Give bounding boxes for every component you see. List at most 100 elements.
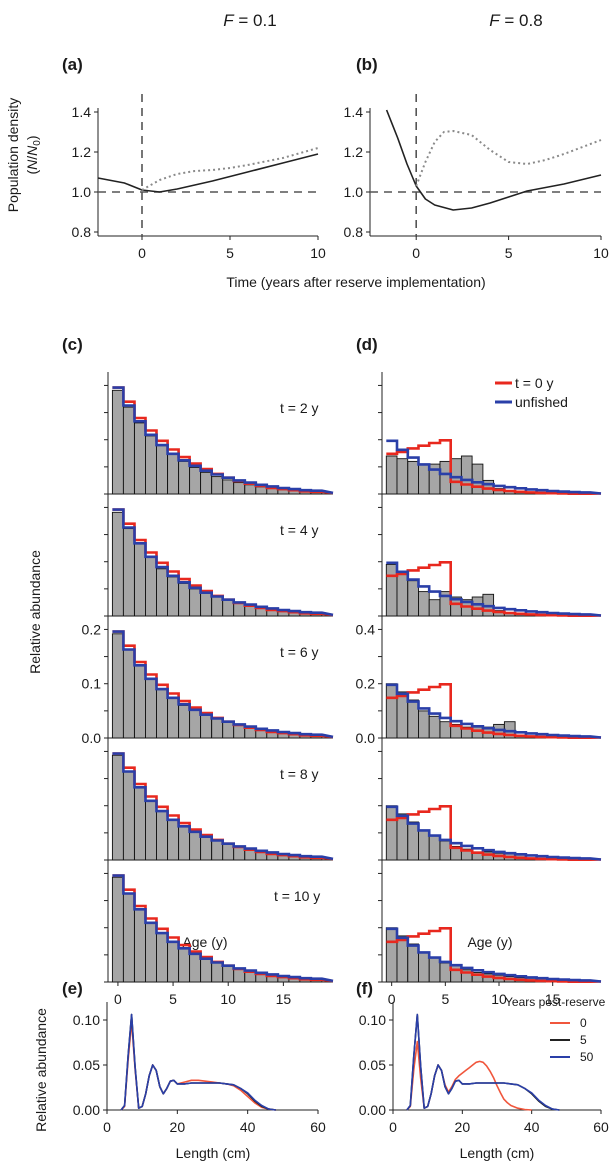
bar-d-4-0 <box>385 927 398 983</box>
bar-d-2-3 <box>418 710 430 739</box>
line-e-5 <box>120 1013 276 1111</box>
ytick-label-d-1: 0.2 <box>356 676 376 692</box>
xtick-label-e-1: 20 <box>170 1119 186 1135</box>
time-label-3: t = 6 y <box>280 644 319 660</box>
xlabel-d: Age (y) <box>467 934 512 950</box>
line-dotted-b <box>415 130 602 187</box>
step-red-d-4 <box>386 927 602 983</box>
ytick-label-a-1: 1.0 <box>72 184 92 200</box>
legend-title-f: Years post-reserve <box>505 995 606 1009</box>
line-solid-b <box>385 109 602 211</box>
ytick-label-c-2: 0.2 <box>82 621 102 637</box>
xtick-label-f-3: 60 <box>593 1119 609 1135</box>
bar-c-0-2 <box>134 422 146 495</box>
xtick-label-c-3: 15 <box>276 991 292 1007</box>
ytick-label-b-2: 1.2 <box>344 144 364 160</box>
xtick-label-b-0: 0 <box>412 245 420 261</box>
xlabel-ab: Time (years after reserve implementation… <box>226 274 485 290</box>
bar-c-3-0 <box>111 754 124 861</box>
bar-d-2-8 <box>471 726 484 739</box>
bar-c-2-2 <box>134 665 146 739</box>
bar-c-4-4 <box>156 932 168 983</box>
bar-d-4-9 <box>482 973 495 983</box>
xtick-label-f-2: 40 <box>524 1119 540 1135</box>
bar-c-1-1 <box>122 528 135 617</box>
xtick-label-f-0: 0 <box>389 1119 397 1135</box>
bar-c-3-8 <box>200 836 213 861</box>
bar-c-0-10 <box>222 479 235 495</box>
ytick-label-a-2: 1.2 <box>72 144 92 160</box>
xtick-label-c-2: 10 <box>220 991 236 1007</box>
line-f-50 <box>406 1013 560 1111</box>
bar-c-1-4 <box>156 568 168 617</box>
bar-d-4-4 <box>428 957 441 983</box>
bar-d-2-1 <box>396 691 409 739</box>
bar-c-0-4 <box>156 445 168 495</box>
bar-d-1-2 <box>407 580 419 617</box>
time-label-1: t = 2 y <box>280 400 319 416</box>
bar-d-0-5 <box>439 460 452 495</box>
bar-c-2-7 <box>189 709 202 739</box>
bar-c-4-8 <box>200 958 213 983</box>
panel-label-a: (a) <box>62 55 83 74</box>
step-blue-c-1 <box>112 508 334 617</box>
legend-label-f-50: 50 <box>580 1050 594 1064</box>
xlabel-f: Length (cm) <box>460 1145 535 1161</box>
ytick-label-d-0: 0.0 <box>356 730 376 746</box>
legend-label-t0: t = 0 y <box>515 375 554 391</box>
panel-label-e: (e) <box>62 979 83 998</box>
bar-c-1-10 <box>222 599 235 617</box>
panel-label-c: (c) <box>62 335 83 354</box>
xtick-label-d-2: 10 <box>491 991 507 1007</box>
ylabel-a-sub: (N/N0) <box>24 135 43 174</box>
xtick-label-e-0: 0 <box>103 1119 111 1135</box>
bar-c-0-6 <box>178 460 191 495</box>
line-dotted-a <box>141 147 319 191</box>
bar-c-4-0 <box>111 876 124 983</box>
bar-c-4-11 <box>233 967 246 983</box>
bar-c-2-1 <box>122 649 135 739</box>
bar-d-0-3 <box>418 463 430 495</box>
bar-c-3-2 <box>134 787 146 861</box>
time-label-4: t = 8 y <box>280 766 319 782</box>
bar-d-1-3 <box>418 591 430 617</box>
bar-c-2-3 <box>145 678 157 739</box>
step-blue-d-4 <box>386 927 602 983</box>
xtick-label-a-2: 10 <box>310 245 326 261</box>
panel-label-b: (b) <box>356 55 378 74</box>
bar-d-3-1 <box>396 813 409 861</box>
step-blue-c-2 <box>112 630 334 739</box>
step-blue-d-0 <box>386 439 602 495</box>
bar-d-2-0 <box>385 683 398 739</box>
line-e-50 <box>120 1013 276 1111</box>
bar-c-4-7 <box>189 953 202 983</box>
bar-c-1-11 <box>233 603 246 617</box>
xtick-label-a-0: 0 <box>138 245 146 261</box>
bar-c-0-3 <box>145 435 157 495</box>
bar-c-0-11 <box>233 482 246 495</box>
bar-c-4-10 <box>222 965 235 983</box>
ytick-label-f-2: 0.10 <box>359 1012 386 1028</box>
bar-c-0-0 <box>111 389 124 495</box>
legend-label-f-5: 5 <box>580 1033 587 1047</box>
bar-d-2-4 <box>428 715 441 739</box>
bar-c-0-12 <box>244 484 257 495</box>
xtick-label-c-1: 5 <box>169 991 177 1007</box>
bar-c-1-0 <box>111 511 124 617</box>
bar-c-3-3 <box>145 800 157 861</box>
bar-c-1-2 <box>134 543 146 617</box>
step-blue-c-4 <box>112 874 334 983</box>
ytick-label-c-1: 0.1 <box>82 676 102 692</box>
bar-c-0-9 <box>211 476 224 495</box>
bar-c-4-2 <box>134 908 146 983</box>
bar-c-1-3 <box>145 556 157 617</box>
bar-d-3-5 <box>439 840 452 861</box>
bar-d-1-1 <box>396 572 409 617</box>
bar-d-1-8 <box>471 596 484 617</box>
xtick-label-a-1: 5 <box>226 245 234 261</box>
ytick-label-c-0: 0.0 <box>82 730 102 746</box>
step-red-d-0 <box>386 439 602 495</box>
ytick-label-a-0: 0.8 <box>72 224 92 240</box>
bar-c-2-9 <box>211 718 224 739</box>
bar-c-2-6 <box>178 704 191 739</box>
